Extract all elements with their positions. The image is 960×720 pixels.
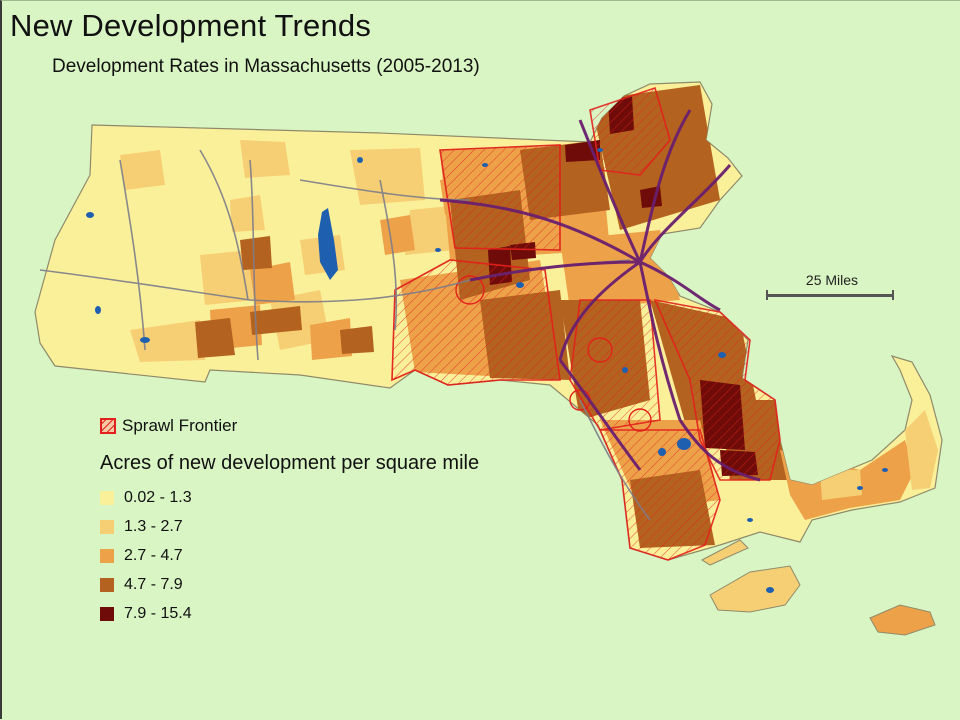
legend-class: 0.02 - 1.3	[100, 483, 479, 512]
scale-line	[766, 290, 894, 300]
page-title: New Development Trends	[10, 8, 372, 43]
legend-swatch	[100, 548, 114, 563]
legend-class: 7.9 - 15.4	[100, 599, 479, 628]
legend-swatch	[100, 577, 114, 592]
legend-label: 2.7 - 4.7	[124, 546, 183, 564]
legend-label: 4.7 - 7.9	[124, 575, 183, 593]
legend-sprawl-frontier: Sprawl Frontier	[100, 414, 479, 438]
legend-class: 1.3 - 2.7	[100, 512, 479, 541]
legend-label: 0.02 - 1.3	[124, 488, 192, 506]
sprawl-frontier-label: Sprawl Frontier	[122, 416, 238, 435]
legend-label: 1.3 - 2.7	[124, 517, 183, 535]
legend-class: 4.7 - 7.9	[100, 570, 479, 599]
legend-classes: 0.02 - 1.3 1.3 - 2.7 2.7 - 4.7 4.7 - 7.9…	[100, 483, 479, 628]
islands	[700, 539, 936, 636]
highways	[439, 109, 761, 482]
legend-swatch	[100, 606, 114, 621]
legend: Sprawl Frontier Acres of new development…	[100, 414, 479, 628]
sprawl-frontier-swatch	[100, 418, 116, 434]
legend-label: 7.9 - 15.4	[124, 604, 192, 622]
sprawl-frontier-regions	[391, 86, 781, 561]
map-subtitle: Development Rates in Massachusetts (2005…	[52, 56, 480, 77]
scale-label: 25 Miles	[805, 272, 859, 288]
legend-swatch	[100, 490, 114, 505]
scale-bar: 25 Miles	[766, 272, 894, 300]
legend-class: 2.7 - 4.7	[100, 541, 479, 570]
legend-heading: Acres of new development per square mile	[100, 452, 480, 474]
legend-swatch	[100, 519, 114, 534]
water-bodies	[86, 148, 888, 522]
